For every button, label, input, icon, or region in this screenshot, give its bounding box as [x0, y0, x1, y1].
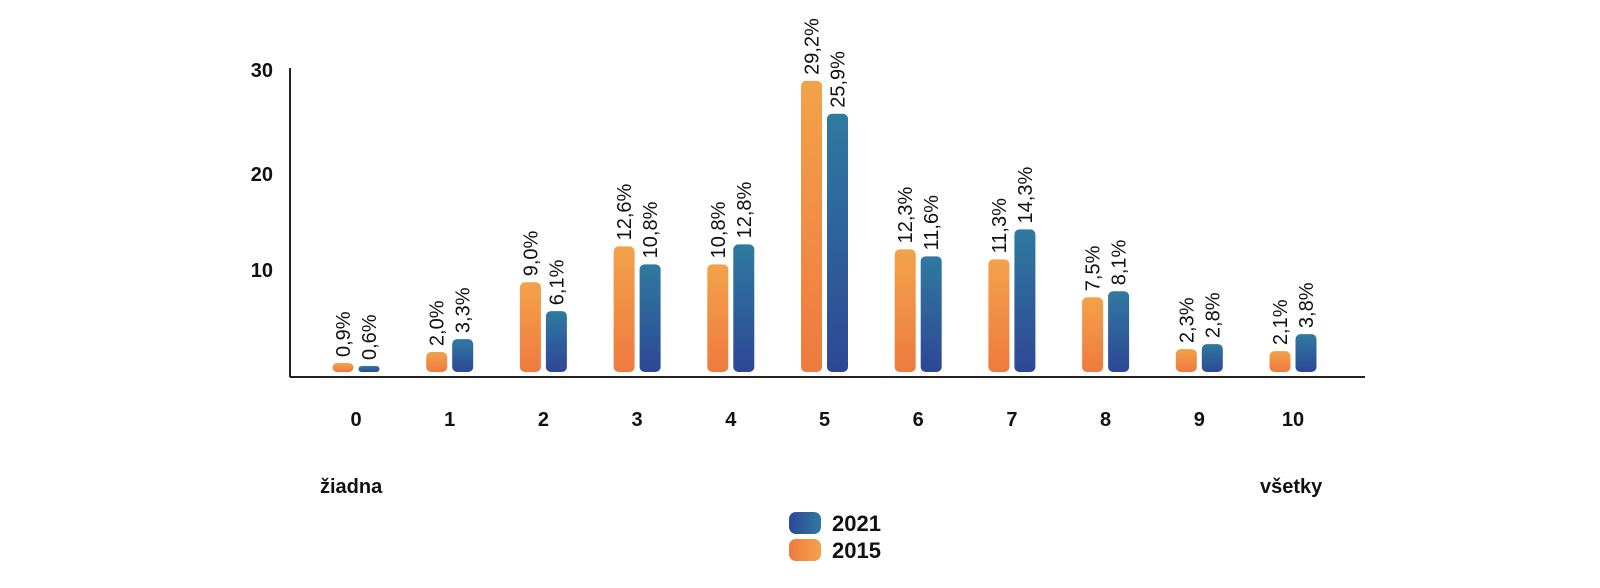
- bar-2021-5: [827, 113, 848, 372]
- data-label-2021-0: 0,6%: [359, 314, 381, 360]
- data-label-2015-10: 2,1%: [1270, 299, 1292, 345]
- x-tick-label: 8: [1100, 409, 1111, 431]
- bar-2021-9: [1201, 344, 1223, 372]
- data-label-2015-0: 0,9%: [333, 311, 355, 357]
- bars: [332, 80, 1317, 372]
- legend-swatch-2015: [789, 539, 821, 561]
- x-tick-label: 7: [1006, 409, 1017, 431]
- bar-2015-5: [801, 80, 822, 372]
- bar-2021-0: [358, 366, 380, 372]
- bar-2021-10: [1295, 334, 1317, 372]
- data-label-2021-2: 6,1%: [546, 259, 568, 305]
- data-label-2021-10: 3,8%: [1296, 282, 1318, 328]
- y-tick-label: 20: [251, 164, 273, 186]
- bar-2021-1: [452, 339, 474, 372]
- y-tick-labels: 10 20 30: [251, 60, 273, 282]
- bar-2021-4: [733, 244, 755, 372]
- data-label-2021-6: 11,6%: [921, 195, 943, 250]
- x-tick-label: 2: [538, 409, 549, 431]
- x-tick-label: 1: [444, 409, 455, 431]
- legend-label-2015: 2015: [832, 538, 881, 563]
- x-tick-label: 10: [1282, 409, 1304, 431]
- x-tick-label: 5: [819, 409, 830, 431]
- data-label-2021-7: 14,3%: [1015, 167, 1037, 224]
- data-label-2015-4: 10,8%: [708, 201, 730, 258]
- legend-swatch-2021: [789, 512, 821, 534]
- bar-2015-1: [426, 352, 448, 372]
- data-label-2015-2: 9,0%: [520, 230, 542, 276]
- bar-2021-8: [1108, 291, 1130, 372]
- legend-label-2021: 2021: [832, 511, 881, 536]
- data-label-2015-5: 29,2%: [802, 18, 824, 75]
- data-label-2021-1: 3,3%: [453, 287, 475, 333]
- legend: 2021 2015: [789, 511, 881, 563]
- bar-2021-7: [1014, 229, 1036, 372]
- bar-2015-6: [894, 249, 916, 372]
- bar-2021-2: [545, 311, 567, 372]
- low-end-label: žiadna: [320, 476, 383, 498]
- bar-2021-3: [639, 264, 661, 372]
- data-labels: 0,9% 0,6% 2,0% 3,3%9,0%6,1%12,6% 10,8% 10,8% 1…: [333, 18, 1318, 360]
- data-label-2015-6: 12,3%: [895, 186, 917, 243]
- bar-2015-0: [332, 363, 354, 372]
- x-tick-label: 4: [725, 409, 737, 431]
- x-tick-label: 0: [350, 409, 361, 431]
- bar-2021-6: [920, 256, 942, 372]
- bar-2015-7: [988, 259, 1010, 372]
- data-label-2021-3: 10,8%: [640, 201, 662, 258]
- high-end-label: všetky: [1260, 476, 1323, 498]
- bar-2015-10: [1269, 351, 1291, 372]
- y-tick-label: 10: [251, 260, 273, 282]
- y-tick-label: 30: [251, 60, 273, 82]
- bar-2015-9: [1175, 349, 1197, 372]
- x-tick-label: 6: [913, 409, 924, 431]
- x-tick-label: 9: [1194, 409, 1205, 431]
- bar-2015-3: [613, 246, 635, 372]
- bar-2015-8: [1082, 297, 1104, 372]
- data-label-2015-8: 7,5%: [1083, 245, 1105, 291]
- bar-2015-2: [519, 282, 541, 372]
- data-label-2015-9: 2,3%: [1176, 297, 1198, 343]
- data-label-2021-4: 12,8%: [734, 181, 756, 238]
- bar-2015-4: [707, 264, 729, 372]
- category-labels: 0 1 2 3 4 5 6 7 8 9 10: [350, 409, 1304, 431]
- data-label-2021-5: 25,9%: [828, 51, 850, 108]
- x-tick-label: 3: [632, 409, 643, 431]
- data-label-2015-7: 11,3%: [989, 198, 1011, 253]
- data-label-2015-1: 2,0%: [427, 300, 449, 346]
- data-label-2021-8: 8,1%: [1109, 239, 1131, 285]
- data-label-2021-9: 2,8%: [1202, 292, 1224, 338]
- data-label-2015-3: 12,6%: [614, 183, 636, 240]
